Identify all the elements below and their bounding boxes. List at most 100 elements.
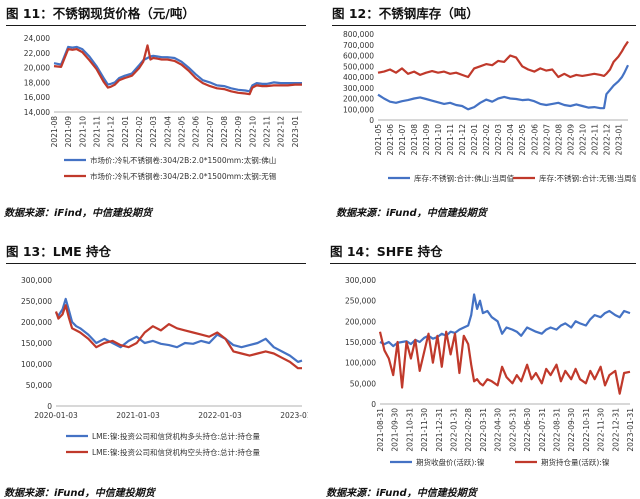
y-tick-label: 800,000	[343, 30, 374, 39]
data-source-note: 数据来源：iFund，中信建投期货	[336, 208, 487, 219]
y-tick-label: 0	[47, 402, 52, 411]
x-tick-label: 2023-01	[614, 124, 623, 156]
legend-label: 市场价:冷轧不锈钢卷:304/2B:2.0*1500mm:太钢:无锡	[90, 171, 277, 181]
x-tick-label: 2022-09	[234, 116, 243, 148]
x-tick-label: 2022-05	[518, 124, 527, 156]
chart-spot-price: 14,000 16,000 18,000 20,000 22,000 24,000 2021…	[24, 34, 302, 181]
x-tick-label: 2022-11-30	[597, 408, 606, 452]
x-tick-label: 2021-10	[434, 124, 443, 156]
y-tick-label: 600,000	[343, 52, 374, 61]
y-tick-label: 50,000	[26, 381, 52, 390]
series-line-2	[53, 44, 302, 96]
x-tick-label: 2022-02	[135, 116, 144, 148]
x-tick-label: 2022-07	[542, 124, 551, 156]
y-tick-label: 500,000	[343, 62, 374, 71]
x-tick-label: 2021-10-31	[405, 408, 414, 452]
y-tick-label: 400,000	[343, 73, 374, 82]
y-tick-label: 300,000	[345, 276, 376, 285]
x-tick-label: 2022-08-31	[552, 408, 561, 452]
panel-title: 图 12：不锈钢库存（吨）	[332, 6, 479, 21]
series-line-1	[379, 293, 631, 348]
y-tick-label: 200,000	[343, 95, 374, 104]
x-tick-label: 2022-01	[121, 116, 130, 148]
legend-label: LME:镍:投资公司和信贷机构多头持仓:总计:持仓量	[92, 431, 260, 441]
legend-label: 库存:不锈钢:合计:无锡:当周值	[539, 173, 636, 183]
panel-stainless-inventory: 图 12：不锈钢库存（吨） 0 100,000 200,000 300,000 400,…	[332, 4, 636, 214]
y-tick-label: 250,000	[345, 297, 376, 306]
y-tick-label: 0	[371, 400, 376, 409]
x-tick-label: 2023-01-31	[626, 408, 635, 452]
y-tick-label: 16,000	[24, 93, 50, 102]
x-tick-label: 2021-12-31	[435, 408, 444, 452]
x-tick-label: 2023-01-03	[280, 411, 308, 420]
panel-title: 图 11：不锈钢现货价格（元/吨）	[6, 6, 195, 21]
x-tick-label: 2021-12	[107, 116, 116, 148]
x-tick-label: 2021-08	[50, 116, 59, 148]
series-line-2	[54, 304, 302, 370]
y-tick-label: 300,000	[21, 276, 52, 285]
x-tick-label: 2021-09	[64, 116, 73, 148]
x-tick-label: 2022-07-31	[538, 408, 547, 452]
x-tick-label: 2022-10-31	[582, 408, 591, 452]
y-tick-label: 0	[369, 116, 374, 125]
title-divider	[6, 25, 306, 27]
x-tick-label: 2022-05-31	[508, 408, 517, 452]
x-tick-label: 2021-05	[374, 124, 383, 156]
data-source-note: 数据来源：iFund，中信建投期货	[326, 488, 477, 499]
panel-lme-positions: 图 13：LME 持仓 0 50,000 100,000 150,000 200,000…	[6, 242, 308, 482]
x-tick-label: 2022-11	[263, 116, 272, 148]
x-tick-label: 2022-08	[220, 116, 229, 148]
legend-label: 期货持仓量(活跃):镍	[541, 457, 610, 467]
y-tick-label: 200,000	[345, 317, 376, 326]
x-tick-label: 2022-04-30	[494, 408, 503, 452]
x-tick-label: 2022-03-31	[479, 408, 488, 452]
panel-title: 图 13：LME 持仓	[6, 244, 112, 259]
x-tick-label: 2021-10	[78, 116, 87, 148]
x-tick-label: 2022-10	[248, 116, 257, 148]
x-tick-label: 2021-01-03	[116, 411, 160, 420]
legend-label: 期货收盘价(活跃):镍	[416, 457, 485, 467]
x-tick-label: 2021-11	[446, 124, 455, 156]
title-divider	[6, 263, 306, 265]
y-tick-label: 22,000	[24, 49, 50, 58]
data-source-note: 数据来源：iFind，中信建投期货	[4, 208, 152, 219]
y-tick-label: 150,000	[21, 339, 52, 348]
chart-shfe-positions: 0 50,000 100,000 150,000 200,000 250,000 300,0…	[345, 276, 635, 467]
x-tick-label: 2022-01	[470, 124, 479, 156]
x-tick-label: 2022-05	[178, 116, 187, 148]
chart-lme-positions: 0 50,000 100,000 150,000 200,000 250,000 300,0…	[21, 276, 308, 457]
x-tick-label: 2022-02	[482, 124, 491, 156]
legend-label: LME:镍:投资公司和信贷机构空头持仓:总计:持仓量	[92, 447, 260, 457]
x-tick-label: 2022-12	[602, 124, 611, 156]
x-tick-label: 2022-10	[578, 124, 587, 156]
x-tick-label: 2021-12	[458, 124, 467, 156]
x-tick-label: 2021-08	[410, 124, 419, 156]
y-tick-label: 50,000	[350, 379, 376, 388]
panel-title: 图 14：SHFE 持仓	[330, 244, 443, 259]
x-tick-label: 2022-02-28	[464, 408, 473, 452]
x-tick-label: 2022-03	[494, 124, 503, 156]
y-tick-label: 100,000	[343, 105, 374, 114]
series-line-2	[378, 330, 631, 395]
legend-label: 库存:不锈钢:合计:佛山:当周值	[414, 173, 515, 183]
x-tick-label: 2022-09-30	[567, 408, 576, 452]
x-tick-label: 2021-11	[93, 116, 102, 148]
x-tick-label: 2022-01-03	[198, 411, 242, 420]
x-tick-label: 2022-06	[192, 116, 201, 148]
x-tick-label: 2022-07	[206, 116, 215, 148]
y-tick-label: 700,000	[343, 41, 374, 50]
y-tick-label: 24,000	[24, 34, 50, 43]
y-tick-label: 100,000	[21, 360, 52, 369]
x-tick-label: 2022-01-31	[450, 408, 459, 452]
data-source-note: 数据来源：iFund，中信建投期货	[4, 488, 155, 499]
title-divider	[332, 25, 636, 27]
series-line-1	[377, 64, 629, 111]
x-tick-label: 2022-08	[554, 124, 563, 156]
series-line-1	[53, 45, 302, 93]
x-tick-label: 2022-09	[566, 124, 575, 156]
x-tick-label: 2022-11	[590, 124, 599, 156]
y-tick-label: 14,000	[24, 108, 50, 117]
panel-shfe-positions: 图 14：SHFE 持仓 0 50,000 100,000 150,000 200,00…	[330, 242, 636, 482]
y-tick-label: 150,000	[345, 338, 376, 347]
x-tick-label: 2021-08-31	[376, 408, 385, 452]
